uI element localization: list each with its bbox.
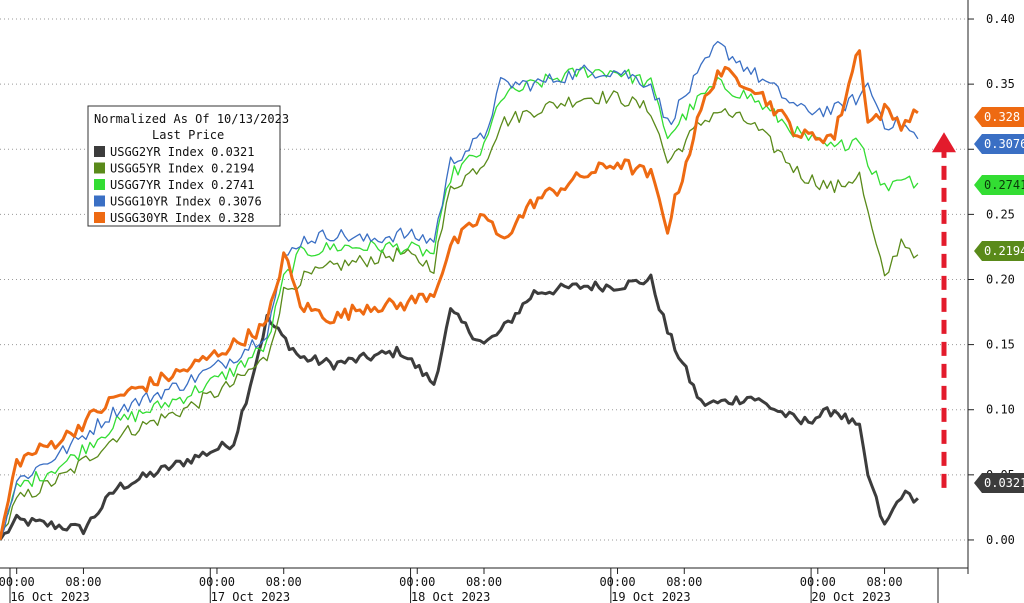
last-price-badge-2: 0.2741 <box>974 175 1024 195</box>
legend-entry-2: USGG7YR Index 0.2741 <box>110 178 255 192</box>
badge-value-1: 0.2194 <box>984 244 1024 258</box>
legend-entry-4: USGG30YR Index 0.328 <box>110 211 255 225</box>
annotation-arrow <box>932 132 956 488</box>
series-line-usgg10yr <box>0 40 919 541</box>
legend-box <box>87 105 281 227</box>
y-tick-label-4: 0.20 <box>986 272 1015 286</box>
badge-value-3: 0.3076 <box>984 137 1024 151</box>
annotation-arrow-head <box>932 132 956 153</box>
last-price-badge-1: 0.2194 <box>974 241 1024 261</box>
x-axis: 00:00 08:00 00:00 08:00 00:00 08:00 00:00 08:00… <box>0 568 939 603</box>
legend-entry-1: USGG5YR Index 0.2194 <box>110 162 255 176</box>
last-price-badges: 0.328 0.3076 0.2741 0.2194 0.0321 <box>974 107 1024 493</box>
x-tick-label-6: 00:00 <box>599 575 635 589</box>
badge-shape-0 <box>974 473 1024 493</box>
legend-swatch-1 <box>94 162 105 174</box>
badge-shape-2 <box>974 175 1024 195</box>
legend-entry-3: USGG10YR Index 0.3076 <box>110 195 262 209</box>
x-tick-label-7: 08:00 <box>666 575 702 589</box>
series-line-usgg5yr <box>0 90 919 541</box>
y-tick-label-7: 0.35 <box>986 77 1015 91</box>
series-line-usgg7yr <box>0 66 919 541</box>
x-date-label-4: 20 Oct 2023 <box>811 590 890 603</box>
y-tick-label-8: 0.40 <box>986 12 1015 26</box>
series-lines <box>0 40 919 541</box>
x-date-label-0: 16 Oct 2023 <box>10 590 89 603</box>
x-date-label-3: 19 Oct 2023 <box>611 590 690 603</box>
x-tick-label-8: 00:00 <box>800 575 836 589</box>
y-tick-label-0: 0.00 <box>986 533 1015 547</box>
series-line-usgg30yr <box>0 49 919 541</box>
x-tick-label-9: 08:00 <box>866 575 902 589</box>
y-axis: 0.000.050.100.150.200.250.300.350.40 <box>968 12 1015 547</box>
x-tick-label-3: 08:00 <box>266 575 302 589</box>
legend-swatch-2 <box>94 179 105 190</box>
legend: Normalized As Of 10/13/2023 Last Price USG… <box>87 105 289 227</box>
last-price-badge-3: 0.3076 <box>974 134 1024 154</box>
legend-swatch-0 <box>94 146 105 157</box>
x-tick-label-2: 00:00 <box>199 575 235 589</box>
y-tick-label-2: 0.10 <box>986 403 1015 417</box>
legend-entry-0: USGG2YR Index 0.0321 <box>110 145 255 159</box>
legend-subtitle: Last Price <box>152 128 224 142</box>
badge-shape-3 <box>974 134 1024 154</box>
grid <box>0 0 969 574</box>
y-tick-label-5: 0.25 <box>986 207 1015 221</box>
legend-title: Normalized As Of 10/13/2023 <box>94 112 289 126</box>
badge-shape-4 <box>974 107 1024 127</box>
last-price-badge-4: 0.328 <box>974 107 1024 127</box>
x-tick-label-0: 00:00 <box>0 575 35 589</box>
y-tick-label-3: 0.15 <box>986 338 1015 352</box>
legend-swatch-3 <box>94 195 105 207</box>
badge-value-0: 0.0321 <box>984 476 1024 490</box>
x-date-label-1: 17 Oct 2023 <box>211 590 290 603</box>
x-tick-label-1: 08:00 <box>65 575 101 589</box>
badge-value-2: 0.2741 <box>984 178 1024 192</box>
legend-swatch-4 <box>94 212 105 223</box>
series-line-usgg2yr <box>0 273 919 541</box>
badge-value-4: 0.328 <box>984 110 1020 124</box>
last-price-badge-0: 0.0321 <box>974 473 1024 493</box>
badge-shape-1 <box>974 241 1024 261</box>
x-tick-label-4: 00:00 <box>399 575 435 589</box>
x-tick-label-5: 08:00 <box>466 575 502 589</box>
x-date-label-2: 18 Oct 2023 <box>411 590 490 603</box>
